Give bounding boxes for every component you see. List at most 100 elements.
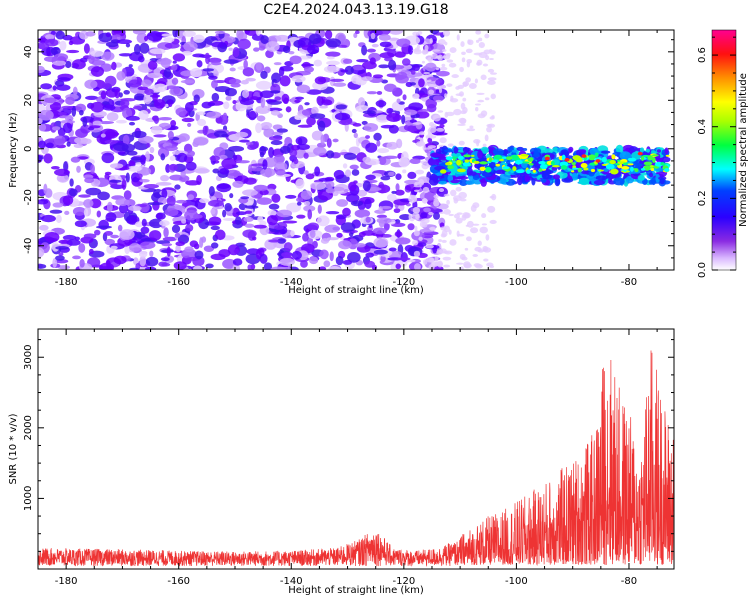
spectrogram-noise-blob: [406, 72, 423, 77]
snr-y-label: SNR (10 * v/v): [8, 413, 19, 484]
spectrogram-noise-blob: [361, 230, 377, 236]
spectrogram-hot-blob: [528, 163, 534, 166]
spectrogram-noise-blob: [210, 208, 216, 215]
spectrogram-noise-blob: [328, 266, 342, 270]
spectrogram-noise-blob: [192, 255, 205, 267]
spectrogram-noise-blob: [245, 205, 259, 209]
spectrogram-noise-blob: [182, 30, 196, 37]
spectrogram-signal-blob: [633, 162, 643, 167]
spectrogram-noise-blob: [326, 56, 335, 60]
spectrogram-noise-blob: [372, 74, 384, 79]
spectrogram-noise-blob: [372, 227, 387, 235]
spectrogram-noise-blob: [85, 95, 99, 100]
spectrogram-noise-blob: [210, 61, 222, 66]
spectrogram-noise-blob: [376, 217, 392, 224]
spectrogram-noise-blob: [162, 236, 178, 242]
spectrogram-noise-blob: [164, 145, 178, 152]
spectrogram-noise-blob: [350, 200, 364, 207]
spectrogram-noise-blob: [62, 195, 74, 206]
spectrogram-noise-blob: [435, 79, 445, 86]
spectrogram-noise-blob: [149, 146, 155, 154]
spectrogram-noise-blob: [325, 51, 341, 57]
spectrogram-noise-blob: [76, 165, 81, 173]
spectrogram-faint-blob: [431, 53, 438, 60]
spectrogram-noise-blob: [83, 233, 97, 239]
spectrogram-noise-blob: [61, 105, 74, 109]
spectrogram-peak-blob: [581, 154, 587, 158]
spectrogram-noise-blob: [238, 139, 250, 143]
spectrogram-noise-blob: [268, 239, 281, 243]
spectrogram-noise-blob: [72, 255, 81, 260]
spectrogram-noise-blob: [172, 220, 189, 226]
spectrogram-hot-blob: [462, 161, 471, 167]
spectrogram-noise-blob: [407, 171, 417, 180]
spectrogram-noise-blob: [39, 224, 49, 231]
spectrogram-noise-blob: [294, 115, 304, 121]
spectrogram-hot-blob: [627, 163, 634, 166]
spectrogram-faint-blob: [484, 134, 489, 142]
spectrogram-faint-blob: [460, 266, 464, 270]
spectrogram-noise-blob: [316, 215, 330, 227]
spectrogram-hot-blob: [514, 159, 523, 165]
spectrogram-noise-blob: [139, 179, 150, 183]
spectrogram-noise-blob: [228, 78, 242, 85]
spectrogram-noise-blob: [352, 122, 362, 127]
spectrogram-noise-blob: [92, 120, 102, 126]
spectrogram-noise-blob: [208, 75, 218, 80]
spectrogram-noise-blob: [325, 38, 342, 48]
spectrogram-noise-blob: [210, 225, 220, 231]
spectrogram-noise-blob: [395, 173, 402, 180]
spectrogram-noise-blob: [365, 142, 378, 153]
spectrogram-noise-blob: [307, 44, 320, 55]
spectrogram-noise-blob: [196, 60, 203, 68]
spectrogram-noise-blob: [351, 169, 360, 176]
spectrogram-noise-blob: [306, 89, 322, 95]
spectrogram-noise-blob: [46, 46, 51, 56]
spectrogram-noise-blob: [82, 116, 88, 127]
spectrogram-faint-blob: [448, 213, 454, 217]
spectrogram-noise-blob: [140, 226, 150, 234]
spectrogram-peak-blob: [637, 151, 643, 156]
spectrogram-faint-blob: [434, 255, 439, 262]
spectrogram-hot-blob: [571, 167, 579, 170]
spectrogram-faint-blob: [442, 30, 451, 37]
spectrogram-noise-blob: [335, 104, 348, 110]
spectrogram-noise-blob: [424, 191, 437, 201]
spectrogram-noise-blob: [344, 65, 354, 75]
spectrogram-hot-blob: [572, 155, 581, 161]
spectrogram-noise-blob: [80, 138, 92, 145]
spectrogram-faint-blob: [465, 77, 472, 83]
spectrogram-noise-blob: [289, 55, 302, 65]
spectrogram-faint-blob: [476, 59, 483, 66]
spectrogram-noise-blob: [206, 111, 222, 119]
spectrogram-noise-blob: [57, 265, 71, 270]
spectrogram-noise-blob: [285, 194, 297, 199]
spectrogram-noise-blob: [410, 69, 416, 75]
spectrogram-signal-blob: [629, 146, 638, 152]
spectrogram-noise-blob: [260, 70, 268, 79]
spectrogram-noise-blob: [318, 266, 327, 270]
spectrogram-noise-blob: [283, 242, 293, 252]
spectrogram-noise-blob: [45, 38, 59, 47]
spectrogram-noise-blob: [227, 244, 240, 256]
spectrogram-noise-blob: [408, 194, 418, 203]
spectrogram-noise-blob: [222, 209, 227, 218]
spectrogram-faint-blob: [428, 79, 432, 82]
spectrogram-noise-blob: [348, 146, 361, 155]
spectrogram-noise-blob: [177, 152, 188, 163]
spectrogram-noise-blob: [171, 224, 181, 234]
spectrogram-noise-blob: [164, 208, 179, 217]
spectrogram-noise-blob: [380, 254, 386, 263]
spectrogram-noise-blob: [85, 31, 96, 37]
spectrogram-faint-blob: [421, 49, 429, 55]
spectrogram-noise-blob: [243, 177, 257, 185]
spectrogram-noise-blob: [296, 214, 306, 219]
spectrogram-noise-blob: [388, 30, 404, 35]
spectrogram-hot-blob: [640, 155, 645, 162]
spectrogram-hot-blob: [611, 154, 616, 160]
spectrogram-noise-blob: [72, 206, 86, 216]
x-tick-label: -140: [280, 576, 303, 587]
spectrogram-noise-blob: [137, 232, 143, 240]
spectrogram-noise-blob: [347, 251, 361, 263]
spectrogram-noise-blob: [106, 112, 119, 122]
